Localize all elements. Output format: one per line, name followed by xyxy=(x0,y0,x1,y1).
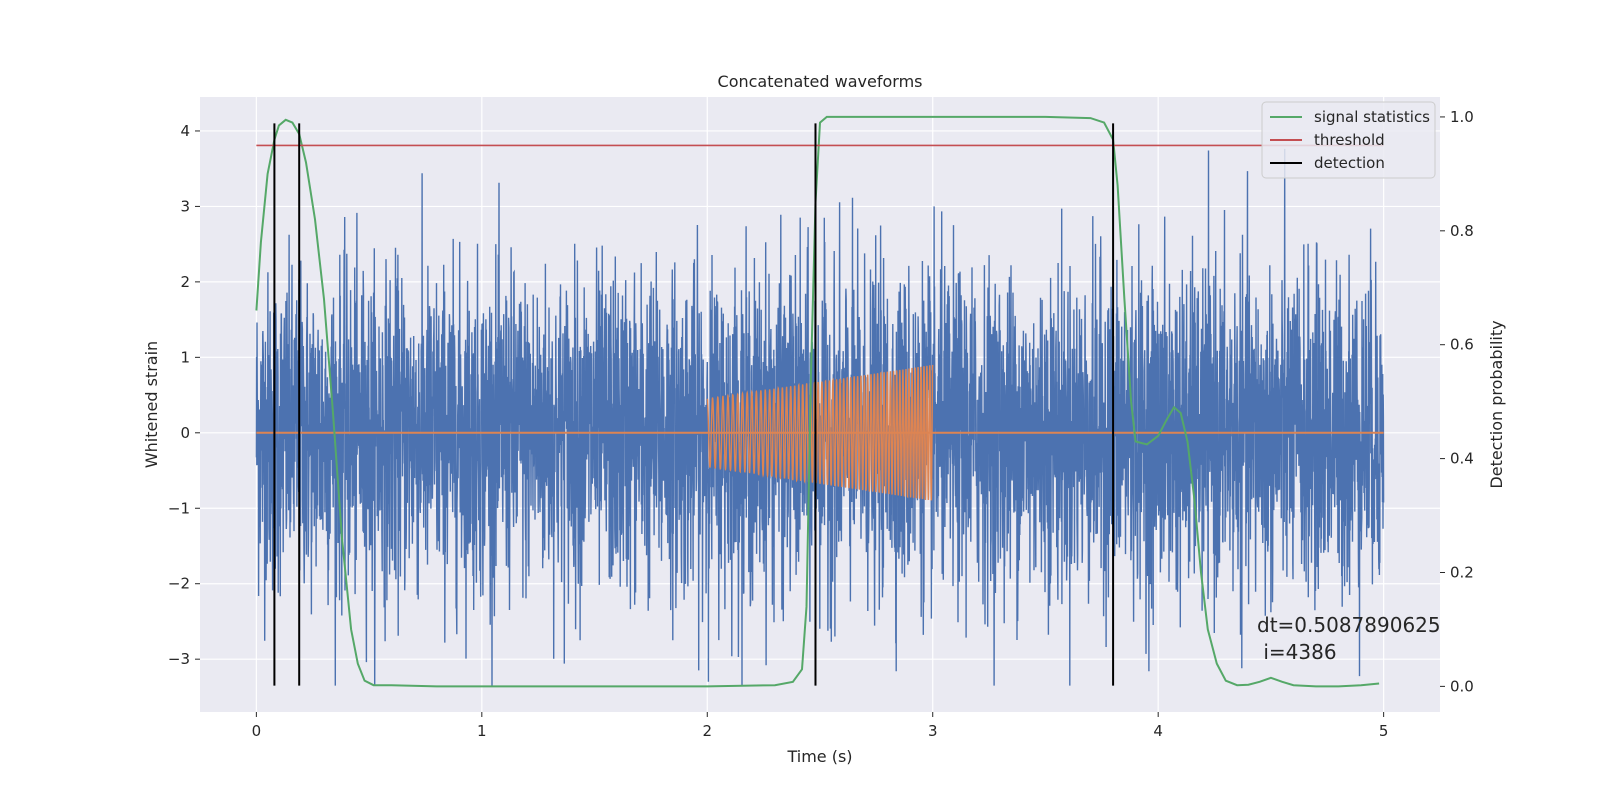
x-tick-label: 1 xyxy=(477,722,487,740)
legend-label: signal statistics xyxy=(1314,108,1430,126)
noise-series xyxy=(255,148,1385,686)
y2-tick-label: 1.0 xyxy=(1450,108,1474,126)
axes: 0 1 2 3 4 5 −3 −2 −1 0 1 2 3 4 0.0 0.2 0.4 0.6 0.8 1.0 xyxy=(168,108,1474,740)
y2-tick-label: 0.0 xyxy=(1450,677,1474,695)
y-axis-label: Whitened strain xyxy=(142,341,161,468)
annotation-line: i=4386 xyxy=(1257,640,1337,664)
injection-chirp xyxy=(706,364,934,501)
y-tick-label: −2 xyxy=(168,575,190,593)
y2-tick-label: 0.6 xyxy=(1450,336,1474,354)
y2-tick-label: 0.4 xyxy=(1450,450,1474,468)
legend-box xyxy=(1261,101,1436,179)
x-tick-label: 3 xyxy=(928,722,938,740)
injection-series xyxy=(256,364,1384,501)
overlay xyxy=(255,115,1384,688)
y-tick-label: 1 xyxy=(180,348,190,366)
y-tick-label: 0 xyxy=(180,424,190,442)
y-tick-label: −1 xyxy=(168,499,190,517)
y2-tick-label: 0.8 xyxy=(1450,222,1474,240)
chart-title: Concatenated waveforms xyxy=(718,72,923,91)
legend: signal statistics threshold detection xyxy=(1261,101,1436,179)
x-tick-label: 2 xyxy=(702,722,712,740)
x-axis-label: Time (s) xyxy=(786,747,852,766)
legend-label: detection xyxy=(1314,154,1385,172)
signal-statistics-line xyxy=(255,115,1380,688)
annotation-line: dt=0.5087890625 xyxy=(1257,613,1441,637)
y-tick-label: −3 xyxy=(168,650,190,668)
x-tick-label: 5 xyxy=(1379,722,1389,740)
x-tick-label: 4 xyxy=(1153,722,1163,740)
y-tick-label: 4 xyxy=(180,122,190,140)
y2-tick-label: 0.2 xyxy=(1450,563,1474,581)
legend-label: threshold xyxy=(1314,131,1385,149)
annotation: dt=0.5087890625 i=4386 xyxy=(1257,613,1441,664)
noise-line xyxy=(255,148,1385,686)
x-tick-label: 0 xyxy=(252,722,262,740)
y-tick-label: 3 xyxy=(180,197,190,215)
y2-axis-label: Detection probability xyxy=(1487,320,1506,488)
y-tick-label: 2 xyxy=(180,273,190,291)
